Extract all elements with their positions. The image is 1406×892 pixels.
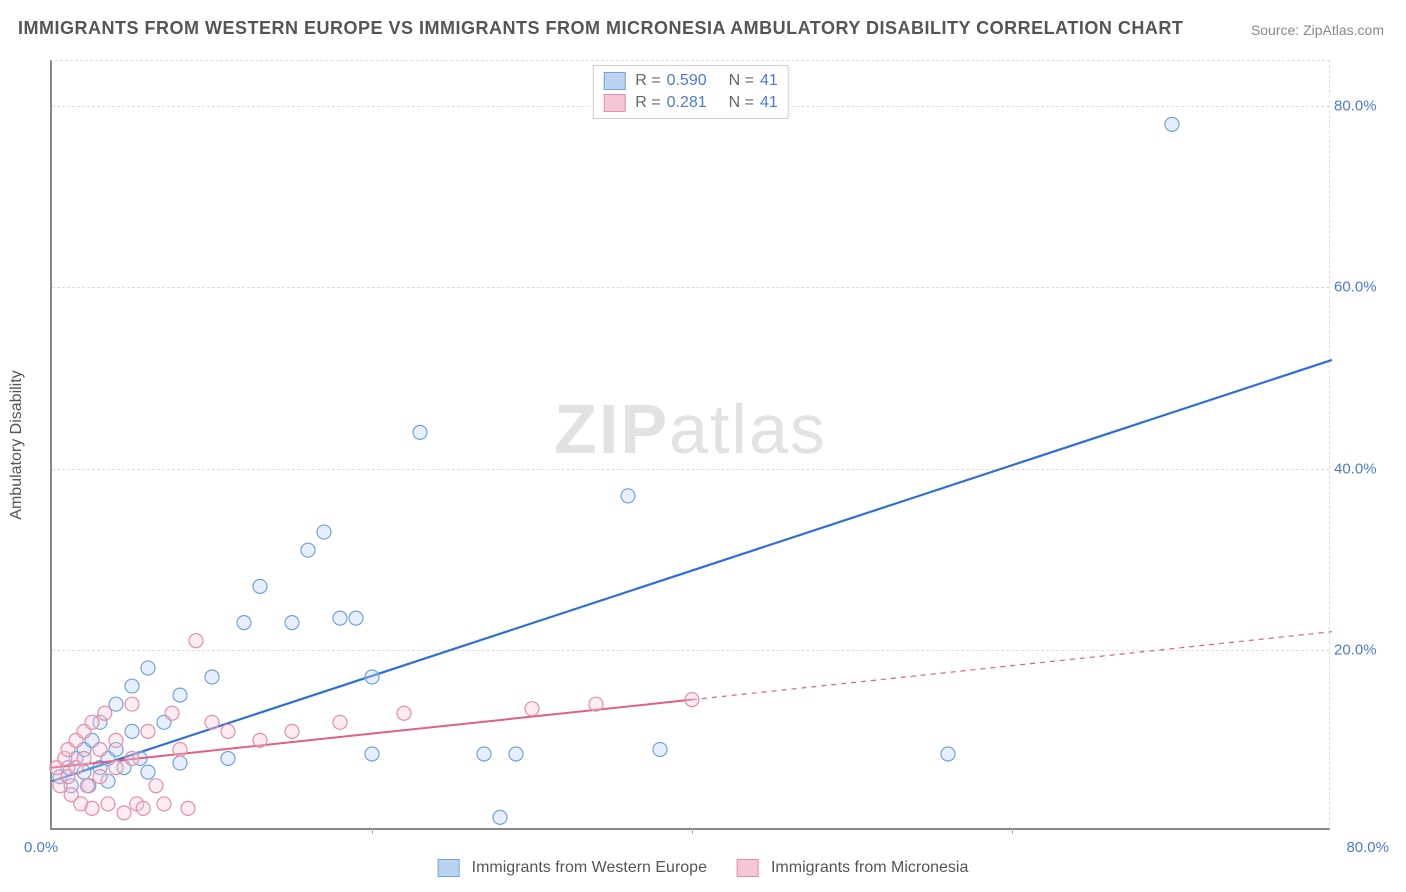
x-end-label: 80.0% bbox=[1346, 839, 1389, 856]
data-point bbox=[93, 742, 107, 756]
x-tick bbox=[1012, 828, 1013, 834]
data-point bbox=[477, 747, 491, 761]
data-point bbox=[349, 611, 363, 625]
legend-item: Immigrants from Micronesia bbox=[737, 859, 968, 877]
data-point bbox=[125, 752, 139, 766]
data-point bbox=[117, 806, 131, 820]
data-point bbox=[189, 634, 203, 648]
data-point bbox=[136, 801, 150, 815]
data-point bbox=[621, 489, 635, 503]
data-point bbox=[365, 747, 379, 761]
trend-line-dashed bbox=[692, 632, 1332, 700]
r-value: 0.590 bbox=[667, 72, 707, 90]
plot-area: Ambulatory Disability 20.0%40.0%60.0%80.… bbox=[50, 60, 1330, 830]
data-point bbox=[173, 742, 187, 756]
data-point bbox=[237, 616, 251, 630]
data-point bbox=[221, 752, 235, 766]
data-point bbox=[141, 724, 155, 738]
y-tick-label: 80.0% bbox=[1334, 98, 1389, 115]
data-point bbox=[205, 715, 219, 729]
data-point bbox=[365, 670, 379, 684]
data-point bbox=[181, 801, 195, 815]
chart-title: IMMIGRANTS FROM WESTERN EUROPE VS IMMIGR… bbox=[18, 18, 1183, 39]
data-point bbox=[109, 761, 123, 775]
data-point bbox=[221, 724, 235, 738]
data-point bbox=[589, 697, 603, 711]
data-point bbox=[205, 670, 219, 684]
data-point bbox=[80, 779, 94, 793]
data-point bbox=[101, 797, 115, 811]
n-label: N = bbox=[729, 94, 754, 112]
data-point bbox=[317, 525, 331, 539]
y-tick-label: 40.0% bbox=[1334, 460, 1389, 477]
data-point bbox=[253, 733, 267, 747]
data-point bbox=[173, 688, 187, 702]
legend-item: Immigrants from Western Europe bbox=[438, 859, 707, 877]
series-legend: Immigrants from Western Europe Immigrants… bbox=[438, 859, 969, 877]
data-point bbox=[941, 747, 955, 761]
r-value: 0.281 bbox=[667, 94, 707, 112]
data-point bbox=[125, 724, 139, 738]
data-point bbox=[525, 702, 539, 716]
data-point bbox=[109, 733, 123, 747]
data-point bbox=[1165, 117, 1179, 131]
y-axis-title: Ambulatory Disability bbox=[8, 370, 26, 519]
data-point bbox=[93, 770, 107, 784]
legend-row: R = 0.281 N = 41 bbox=[603, 92, 778, 114]
chart-svg bbox=[52, 61, 1329, 828]
legend-label: Immigrants from Western Europe bbox=[472, 859, 707, 877]
data-point bbox=[85, 715, 99, 729]
y-tick-label: 20.0% bbox=[1334, 641, 1389, 658]
legend-swatch bbox=[603, 72, 625, 90]
data-point bbox=[98, 706, 112, 720]
data-point bbox=[85, 801, 99, 815]
legend-row: R = 0.590 N = 41 bbox=[603, 70, 778, 92]
data-point bbox=[285, 724, 299, 738]
data-point bbox=[397, 706, 411, 720]
data-point bbox=[165, 706, 179, 720]
data-point bbox=[125, 697, 139, 711]
data-point bbox=[253, 579, 267, 593]
r-label: R = bbox=[635, 94, 660, 112]
data-point bbox=[173, 756, 187, 770]
data-point bbox=[141, 661, 155, 675]
legend-swatch bbox=[603, 94, 625, 112]
data-point bbox=[509, 747, 523, 761]
data-point bbox=[125, 679, 139, 693]
data-point bbox=[285, 616, 299, 630]
x-origin-label: 0.0% bbox=[24, 839, 58, 856]
data-point bbox=[149, 779, 163, 793]
r-label: R = bbox=[635, 72, 660, 90]
legend-label: Immigrants from Micronesia bbox=[771, 859, 968, 877]
data-point bbox=[413, 425, 427, 439]
data-point bbox=[653, 742, 667, 756]
data-point bbox=[141, 765, 155, 779]
data-point bbox=[493, 810, 507, 824]
data-point bbox=[333, 611, 347, 625]
x-tick bbox=[372, 828, 373, 834]
n-value: 41 bbox=[760, 72, 778, 90]
x-tick bbox=[692, 828, 693, 834]
n-value: 41 bbox=[760, 94, 778, 112]
legend-swatch bbox=[438, 859, 460, 877]
source-label: Source: ZipAtlas.com bbox=[1251, 22, 1384, 38]
data-point bbox=[333, 715, 347, 729]
data-point bbox=[77, 752, 91, 766]
trend-line bbox=[52, 360, 1332, 781]
correlation-legend: R = 0.590 N = 41 R = 0.281 N = 41 bbox=[592, 65, 789, 119]
legend-swatch bbox=[737, 859, 759, 877]
y-tick-label: 60.0% bbox=[1334, 279, 1389, 296]
data-point bbox=[301, 543, 315, 557]
data-point bbox=[157, 797, 171, 811]
n-label: N = bbox=[729, 72, 754, 90]
data-point bbox=[685, 693, 699, 707]
